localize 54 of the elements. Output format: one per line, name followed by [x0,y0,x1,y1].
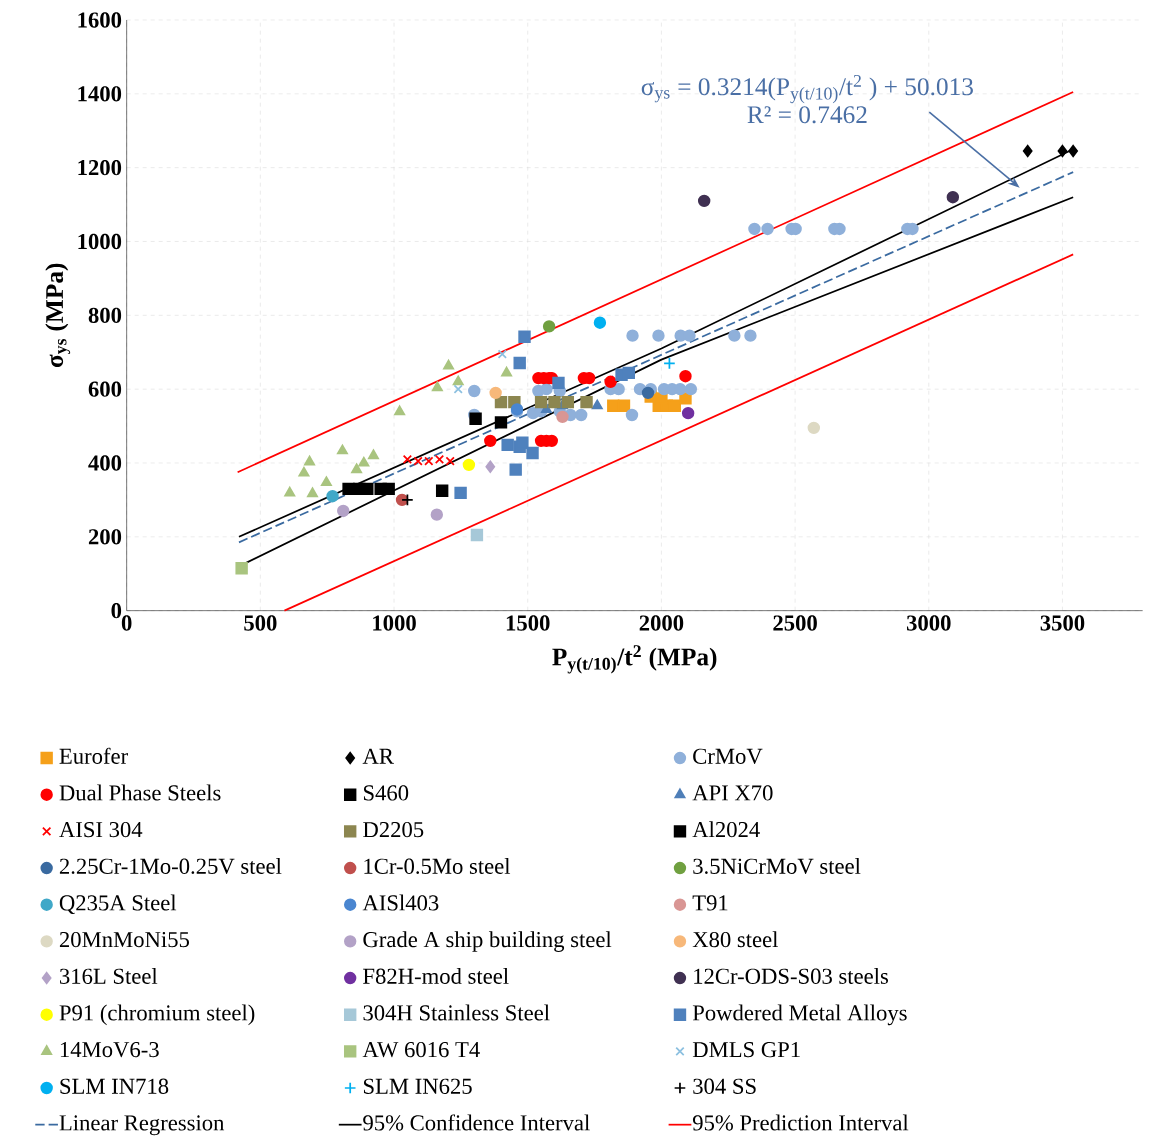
x-tick-label: 1500 [506,615,550,631]
legend-label: AISI 304 [59,821,143,838]
y-tick-label: 1200 [78,160,122,176]
legend-label: F82H-mod steel [363,967,509,984]
x-tick-label: 2500 [773,615,817,631]
legend-label: Eurofer [59,747,128,764]
legend-label: CrMoV [693,748,763,765]
x-tick-label: 3500 [1040,615,1085,631]
annotation: σ$_{ys}$ = 0.3214(P$_{y(t/10)}$/t$^{2}$ ) + 50.013 [641,74,973,104]
legend-label: 3.5NiCrMoV steel [693,857,861,875]
legend-label: DMLS GP1 [692,1041,800,1058]
y-axis-title: σ$_{ys}$ (MPa) [45,263,71,368]
legend-label: 12Cr-ODS-S03 steels [694,967,888,984]
legend-label: AISl403 [362,894,439,911]
y-tick-label: 1000 [78,233,122,250]
legend-label: API X70 [692,785,773,801]
legend-label: 95% Prediction Interval [692,1114,909,1131]
legend-label: 304H Stainless Steel [363,1004,550,1021]
y-tick-label: 800 [88,307,122,323]
legend-label: Al2024 [692,821,760,838]
x-tick-label: 500 [244,615,277,631]
y-tick-label: 200 [88,529,122,545]
x-axis-title: P$_{y(t/10)}$/t$^{2}$ (MPa) [552,645,717,674]
legend-label: D2205 [363,821,424,838]
legend-label: 316L Steel [60,967,158,984]
y-tick-label: 1400 [78,86,122,102]
legend-label: 1Cr-0.5Mo steel [364,857,511,874]
legend-label: AR [362,748,394,764]
x-tick-label: 2000 [639,615,684,631]
x-tick-label: 3000 [906,615,951,631]
legend-label: 14MoV6-3 [60,1041,159,1058]
legend-label: 2.25Cr-1Mo-0.25V steel [59,857,282,875]
x-tick-label: 1000 [373,615,416,631]
legend-label: AW 6016 T4 [362,1041,480,1058]
annotation: R² = 0.7462 [747,106,867,124]
legend-label: 304 SS [693,1078,756,1094]
legend-label: T91 [692,895,728,911]
legend-label: 95% Confidence Interval [363,1114,590,1131]
legend-label: Grade A ship building steel [363,931,612,952]
legend-label: Dual Phase Steels [59,784,221,801]
legend-label: X80 steel [692,931,778,948]
legend-label: P91 (chromium steel) [59,1004,255,1026]
legend-label: 20MnMoNi55 [59,931,189,948]
legend-label: Q235A Steel [59,894,177,915]
y-tick-label: 600 [88,381,122,397]
legend-label: S460 [363,785,409,801]
legend-label: SLM IN718 [60,1078,169,1094]
legend-label: Powdered Metal Alloys [692,1004,907,1026]
legend-label: SLM IN625 [363,1078,472,1094]
y-tick-label: 400 [88,455,122,471]
y-tick-label: 1600 [78,12,122,28]
x-tick-label: 0 [121,615,132,631]
legend-label: Linear Regression [59,1115,225,1136]
y-tick-label: 0 [111,603,122,619]
